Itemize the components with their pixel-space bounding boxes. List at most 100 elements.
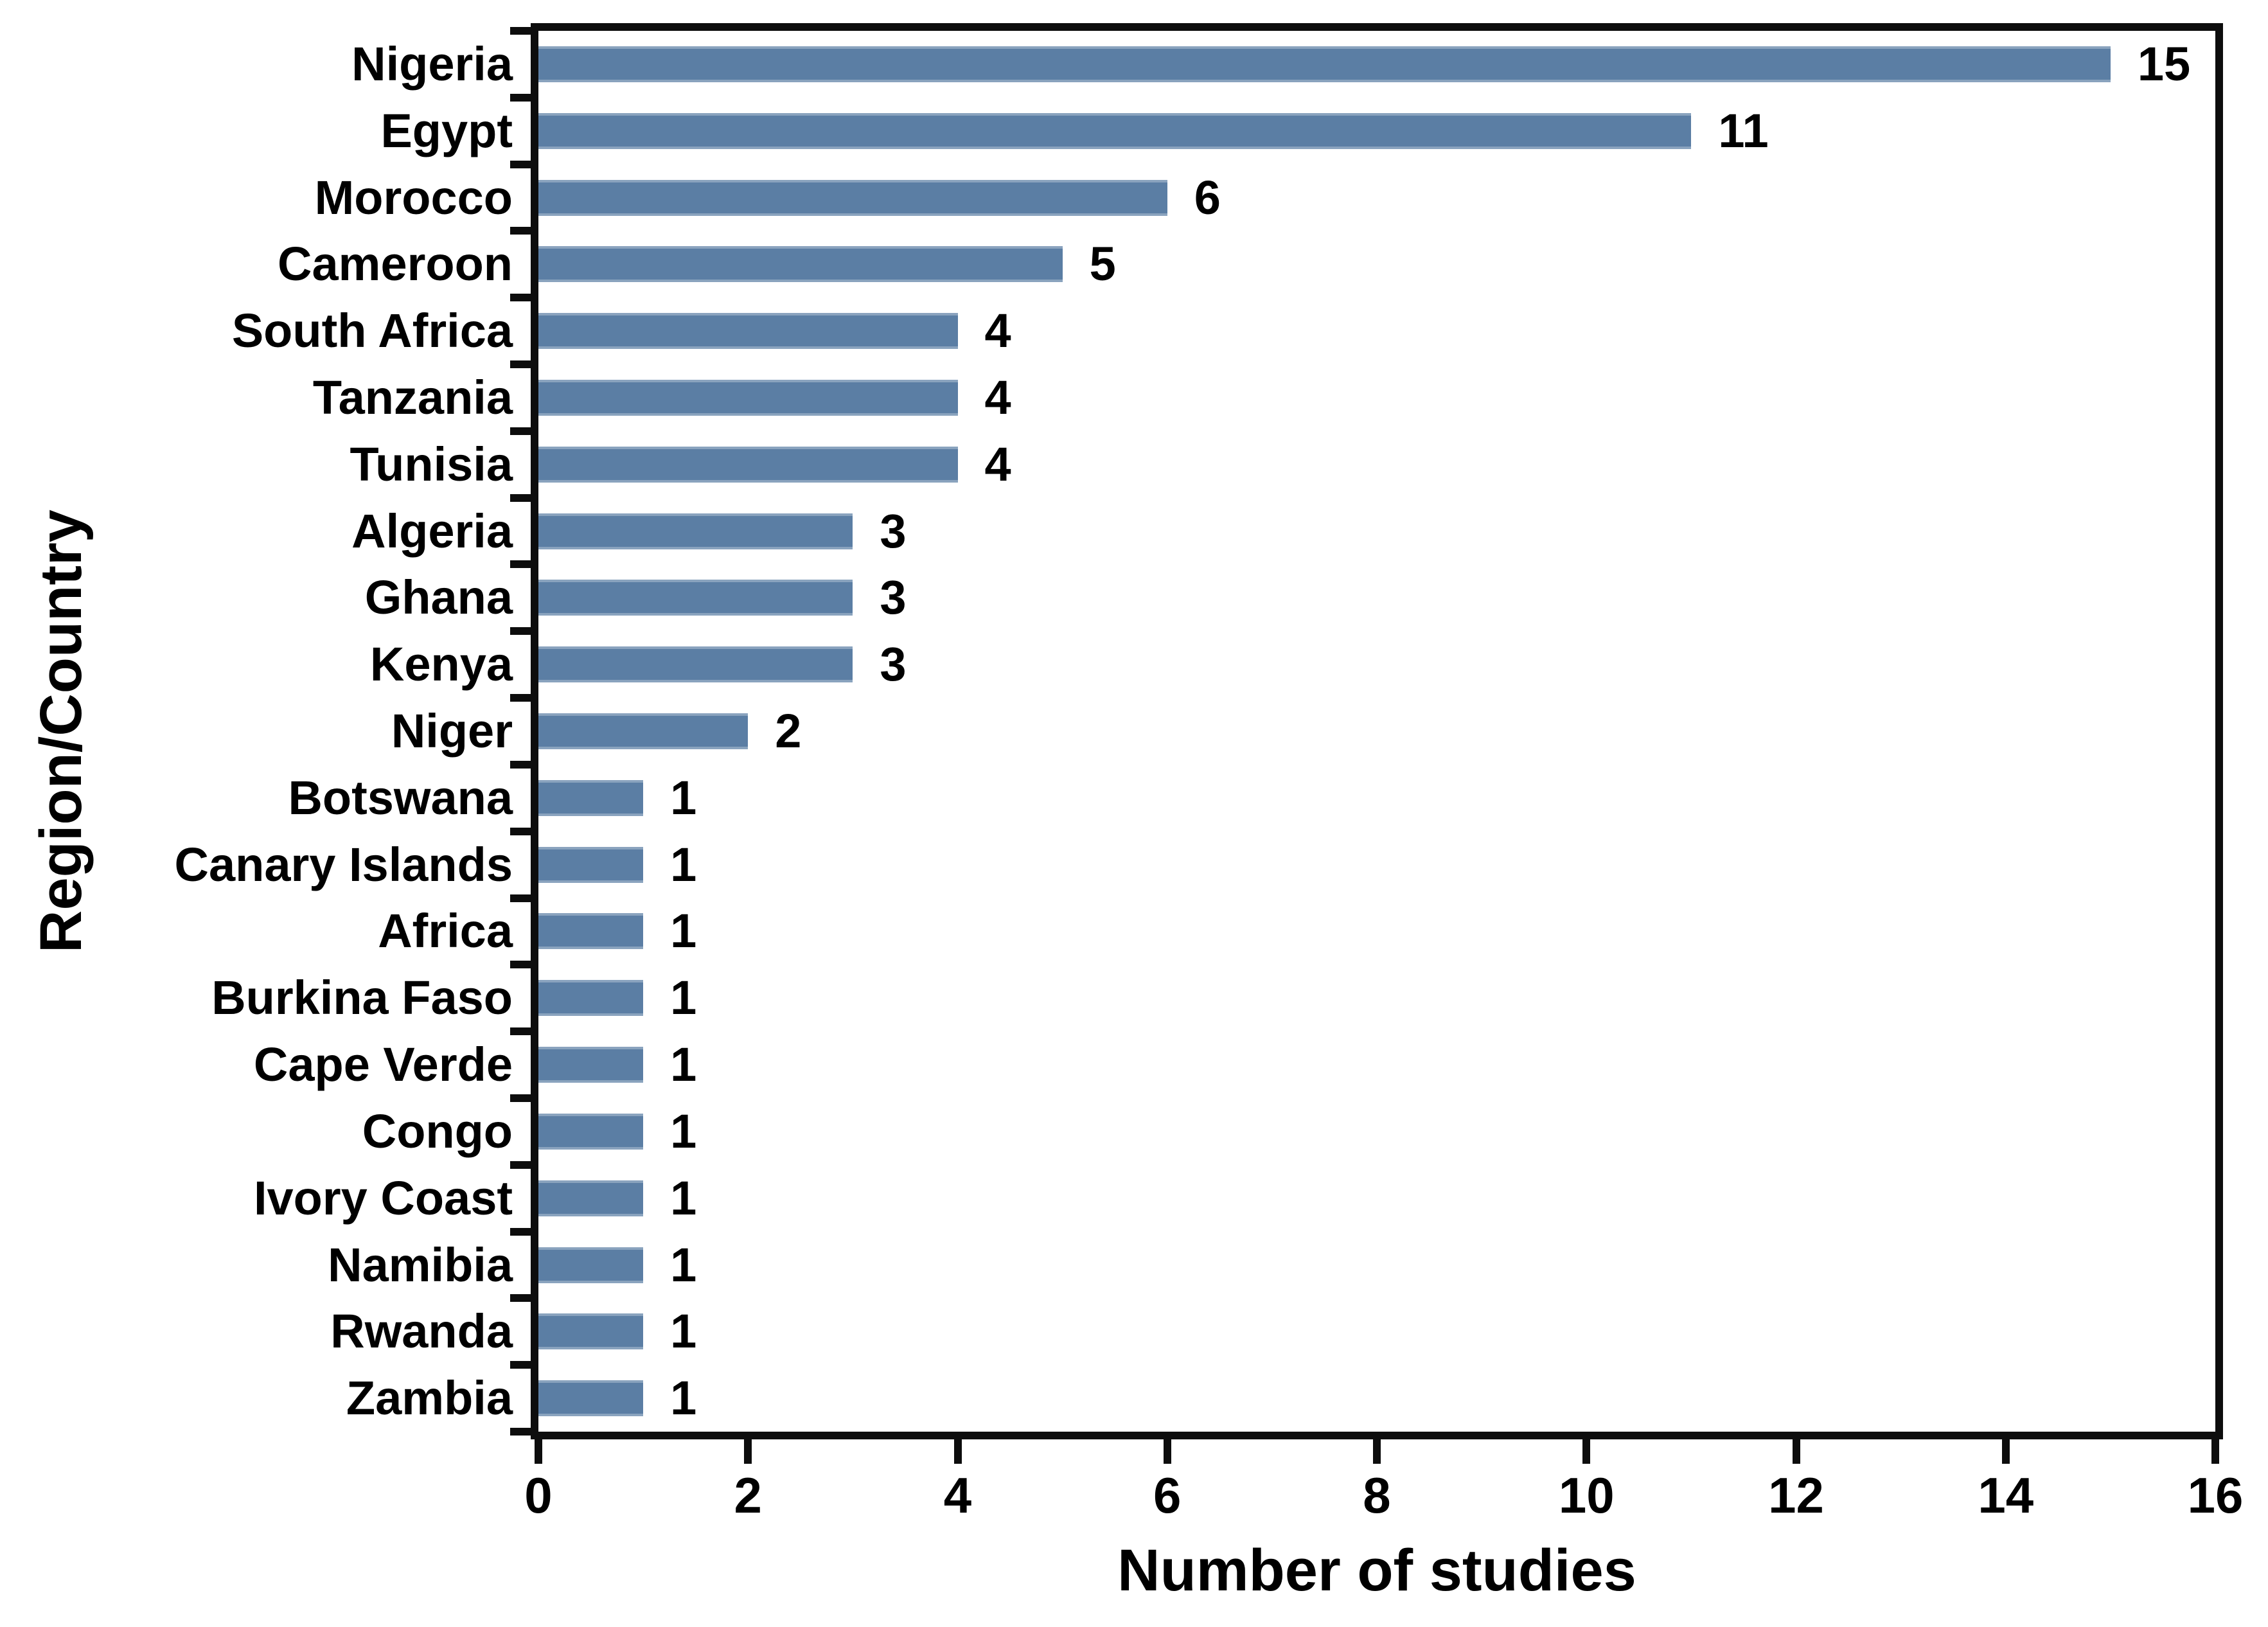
x-tick-mark: [2001, 1439, 2010, 1464]
bar-value-label: 5: [1089, 237, 1116, 291]
bar: [538, 1180, 644, 1216]
bar-value-label: 1: [670, 1304, 697, 1358]
bar-row: 4: [538, 364, 2215, 431]
bar-value-label: 3: [880, 504, 907, 558]
bar: [538, 980, 644, 1017]
bar-value-label: 15: [2137, 37, 2191, 91]
bar: [538, 179, 1167, 216]
y-tick-mark: [510, 1027, 531, 1036]
category-label: Niger: [391, 704, 513, 758]
bar-value-label: 1: [670, 1104, 697, 1158]
x-tick-label: 10: [1558, 1467, 1615, 1524]
bar-row: 1: [538, 1298, 2215, 1365]
bar-row: 1: [538, 1031, 2215, 1098]
bar-row: 3: [538, 498, 2215, 565]
y-tick-mark: [510, 827, 531, 835]
category-label: Tanzania: [312, 370, 513, 424]
category-label: Canary Islands: [174, 837, 513, 891]
x-tick-mark: [1792, 1439, 1800, 1464]
category-label: South Africa: [231, 304, 513, 358]
bar-value-label: 3: [880, 637, 907, 691]
category-label: Kenya: [369, 637, 513, 691]
category-label: Morocco: [314, 170, 513, 224]
bar: [538, 246, 1063, 283]
bar: [538, 446, 958, 483]
bar-value-label: 4: [984, 370, 1011, 424]
x-tick-label: 4: [943, 1467, 972, 1524]
y-tick-mark: [510, 1094, 531, 1102]
category-label: Congo: [362, 1104, 513, 1158]
bar: [538, 779, 644, 816]
bar-row: 11: [538, 98, 2215, 164]
bar: [538, 46, 2111, 82]
bar: [538, 1047, 644, 1083]
bar: [538, 580, 853, 616]
y-tick-mark: [510, 1294, 531, 1302]
y-tick-mark: [510, 360, 531, 369]
category-label: Algeria: [351, 504, 513, 558]
bar-value-label: 2: [775, 704, 802, 758]
bar-row: 1: [538, 898, 2215, 965]
category-label: Rwanda: [330, 1304, 513, 1358]
x-tick-mark: [1163, 1439, 1171, 1464]
category-label: Burkina Faso: [211, 971, 513, 1025]
y-tick-mark: [510, 1160, 531, 1169]
y-tick-mark: [510, 160, 531, 168]
bar: [538, 646, 853, 683]
bar-row: 5: [538, 231, 2215, 298]
bar-value-label: 1: [670, 1371, 697, 1425]
y-tick-mark: [510, 627, 531, 636]
category-label: Africa: [378, 904, 513, 958]
bar: [538, 913, 644, 950]
x-tick-mark: [1582, 1439, 1591, 1464]
category-label: Cameroon: [278, 237, 513, 291]
x-tick-mark: [535, 1439, 542, 1464]
y-tick-mark: [510, 894, 531, 902]
bar: [538, 112, 1692, 149]
y-tick-mark: [510, 294, 531, 302]
bar-row: 1: [538, 1165, 2215, 1232]
bar: [538, 379, 958, 416]
bar-value-label: 11: [1718, 103, 1769, 157]
x-tick-mark: [744, 1439, 752, 1464]
bar-row: 2: [538, 698, 2215, 765]
y-tick-mark: [510, 1361, 531, 1369]
x-tick-mark: [953, 1439, 962, 1464]
bar-value-label: 1: [670, 1171, 697, 1225]
x-tick-label: 8: [1363, 1467, 1391, 1524]
x-tick-mark: [2211, 1439, 2219, 1464]
bar-row: 1: [538, 765, 2215, 831]
x-tick-label: 6: [1153, 1467, 1182, 1524]
bar-row: 1: [538, 965, 2215, 1031]
x-tick-mark: [1373, 1439, 1381, 1464]
bar-row: 4: [538, 431, 2215, 498]
x-tick-label: 2: [734, 1467, 762, 1524]
bars-container: 15 11 6 5 4 4 4 3 3 3 2 1 1 1 1: [538, 31, 2215, 1432]
bar-value-label: 1: [670, 1038, 697, 1092]
category-label: Ghana: [364, 571, 513, 625]
y-tick-mark: [510, 227, 531, 235]
x-tick-label: 12: [1768, 1467, 1824, 1524]
bar: [538, 1113, 644, 1150]
bar-value-label: 4: [984, 437, 1011, 491]
bar: [538, 846, 644, 883]
bar-value-label: 6: [1194, 170, 1221, 224]
bar-value-label: 1: [670, 837, 697, 891]
bar: [538, 1247, 644, 1283]
bar: [538, 1380, 644, 1417]
category-label: Tunisia: [350, 437, 513, 491]
y-tick-mark: [510, 93, 531, 102]
bar-row: 15: [538, 31, 2215, 98]
category-label: Namibia: [328, 1238, 513, 1292]
bar-value-label: 3: [880, 571, 907, 625]
y-tick-mark: [510, 493, 531, 502]
bar-value-label: 1: [670, 1238, 697, 1292]
y-tick-mark: [510, 560, 531, 569]
plot-area: 15 11 6 5 4 4 4 3 3 3 2 1 1 1 1: [510, 23, 2223, 1464]
bar-value-label: 1: [670, 904, 697, 958]
category-label: Cape Verde: [253, 1038, 513, 1092]
category-axis-labels: Nigeria Egypt Morocco Cameroon South Africa T…: [0, 31, 513, 1432]
bar-row: 1: [538, 831, 2215, 898]
y-tick-mark: [510, 694, 531, 702]
x-tick-label: 16: [2187, 1467, 2244, 1524]
